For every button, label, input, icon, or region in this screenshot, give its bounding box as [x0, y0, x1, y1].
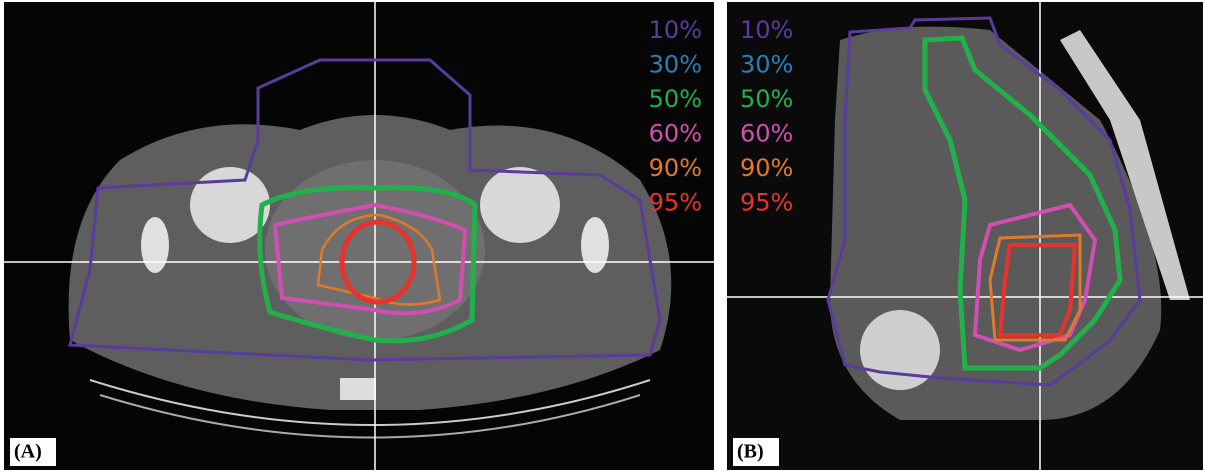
legend-entry: 60%	[649, 120, 702, 148]
legend-entry: 10%	[740, 16, 793, 44]
legend-entry: 30%	[740, 51, 793, 79]
legend-entry: 95%	[740, 189, 793, 217]
panel-label: (B)	[737, 441, 764, 463]
legend-entry: 30%	[649, 51, 702, 79]
legend-entry: 10%	[649, 16, 702, 44]
panel-b-image	[727, 2, 1203, 470]
page: 10% 30% 50% 60% 90% 95% (A) 10% 30% 50% 60% 90% 95…	[0, 0, 1205, 472]
legend-entry: 90%	[649, 154, 702, 182]
figure: 10% 30% 50% 60% 90% 95% (A) 10% 30% 50% 60% 90% 95…	[0, 0, 1205, 472]
legend-entry: 95%	[649, 189, 702, 217]
panel-a-image	[4, 2, 714, 470]
legend-entry: 90%	[740, 154, 793, 182]
panel-label: (A)	[14, 441, 42, 463]
legend-entry: 50%	[649, 85, 702, 113]
legend-entry: 60%	[740, 120, 793, 148]
legend-entry: 50%	[740, 85, 793, 113]
